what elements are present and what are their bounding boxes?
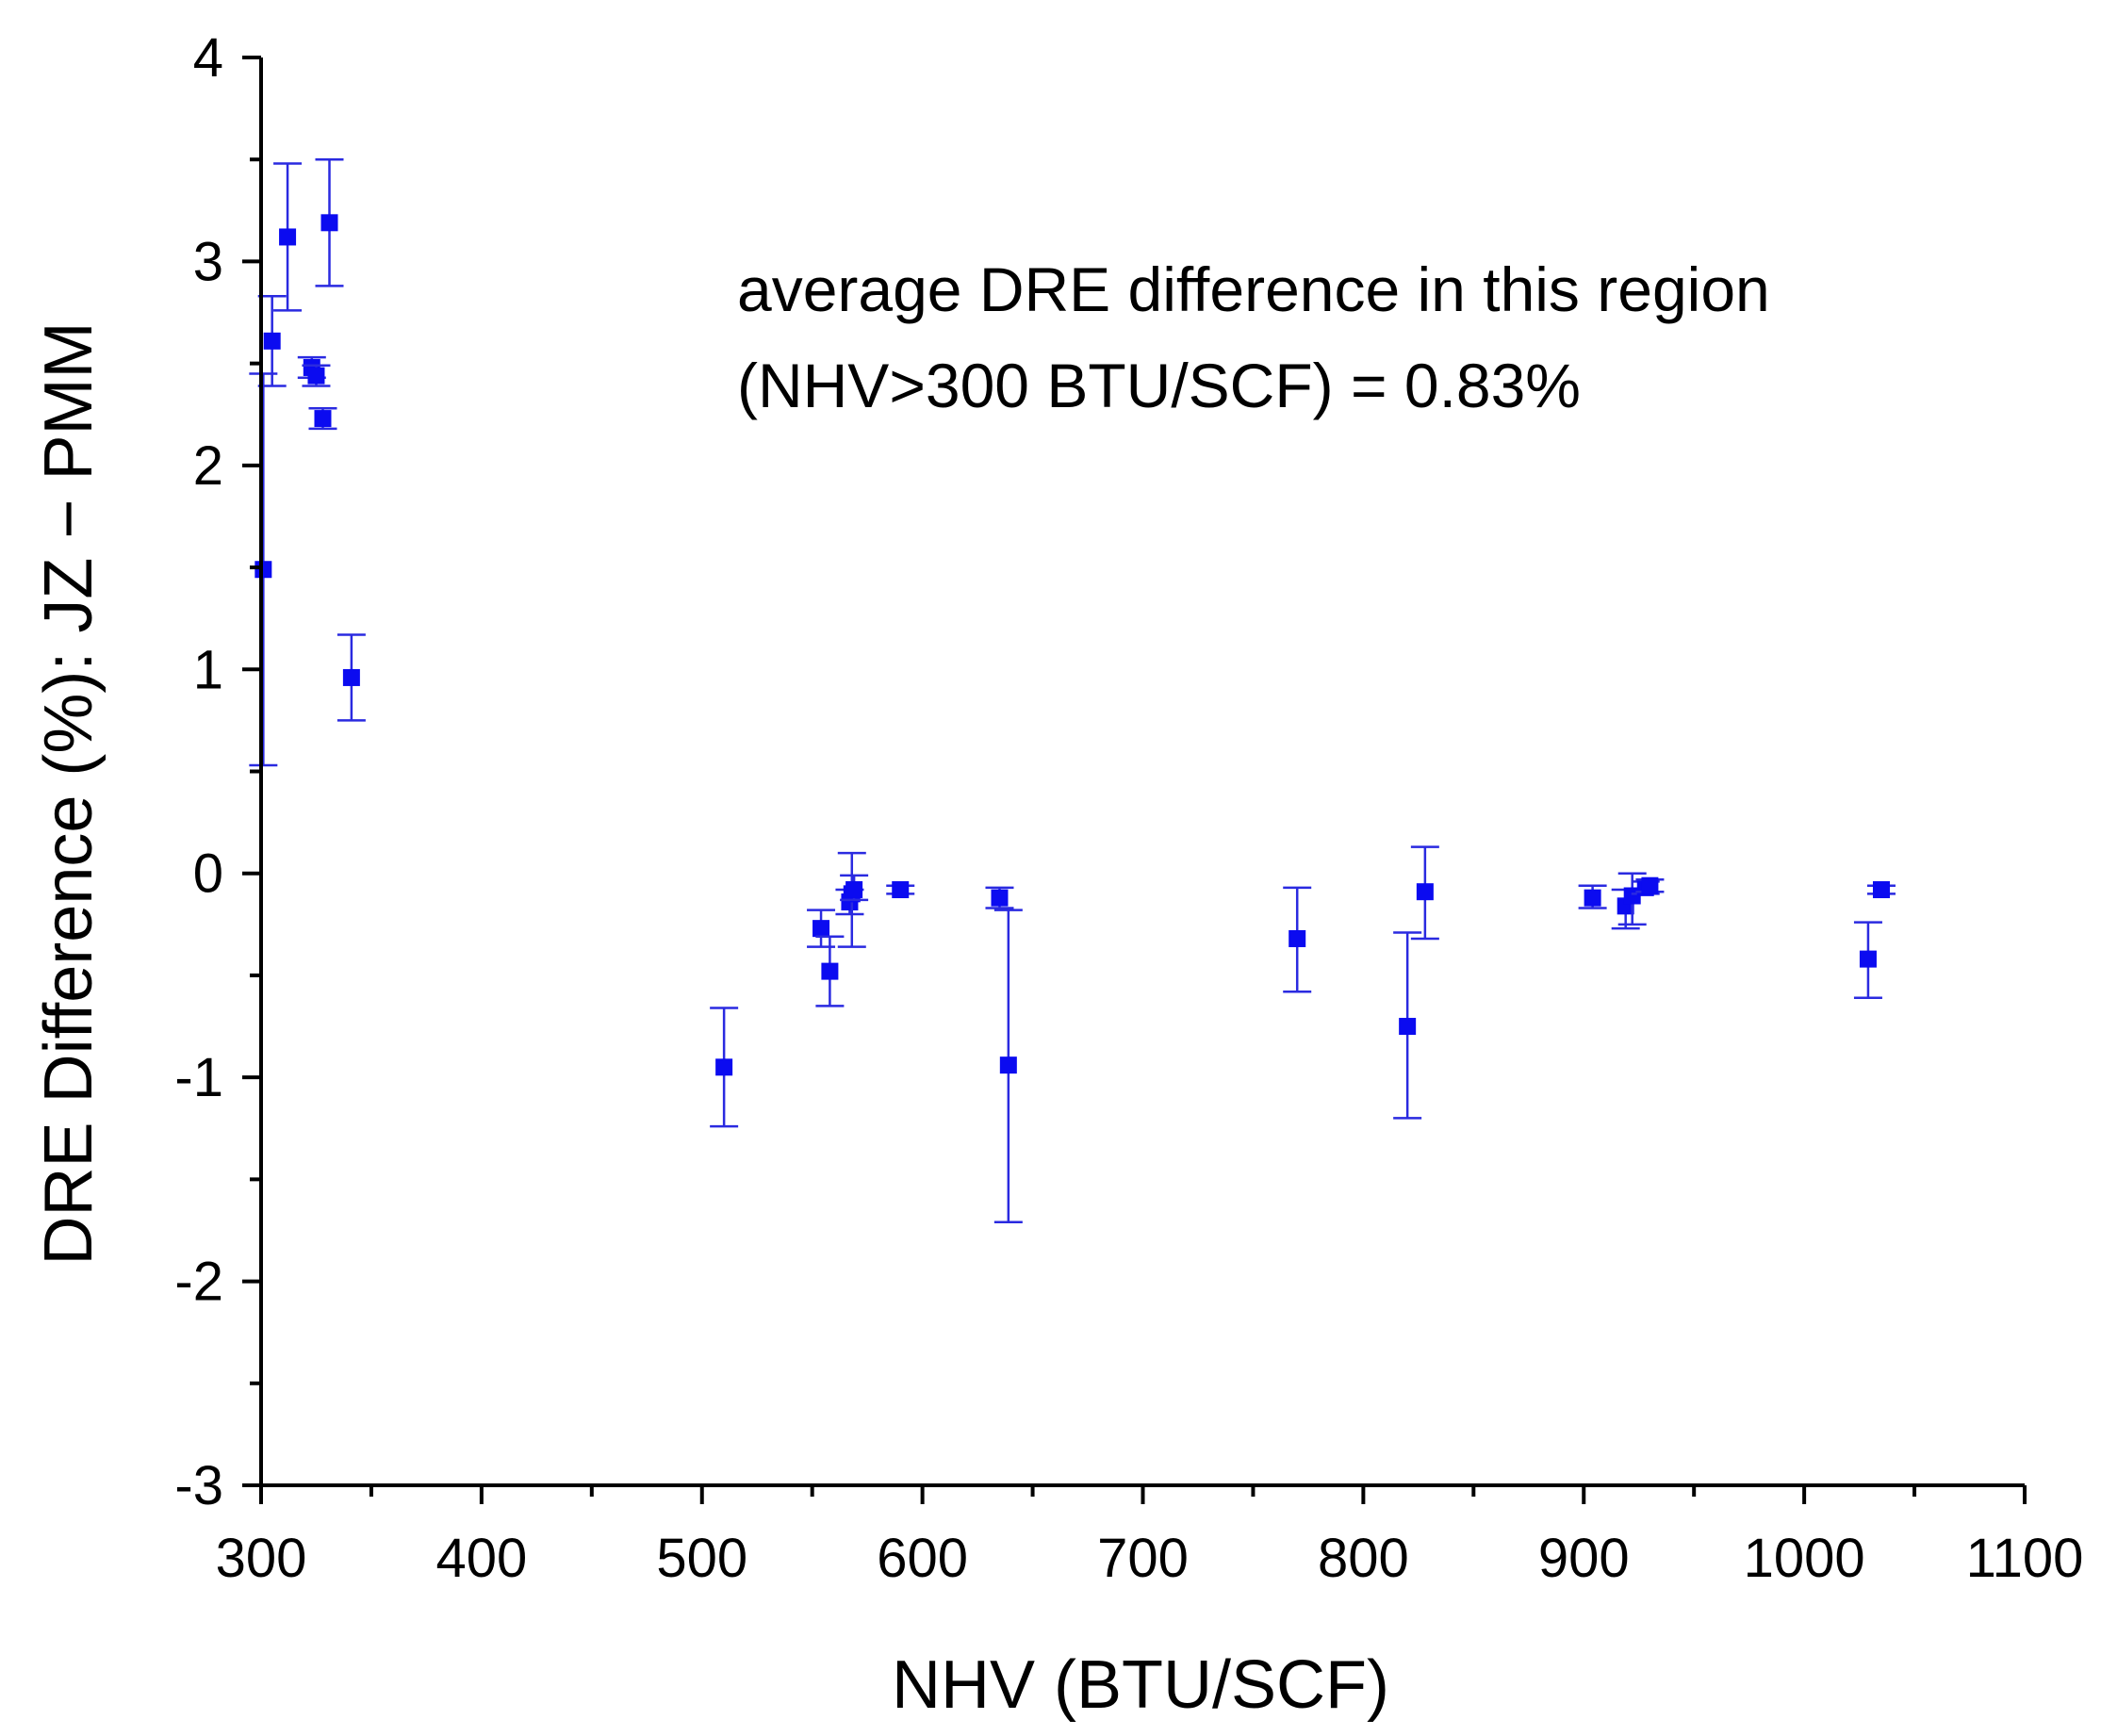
marker-square	[892, 881, 910, 899]
data-point-5	[308, 407, 337, 431]
y-tick-label-0: 0	[193, 843, 223, 905]
x-tick-label-900: 900	[1538, 1528, 1630, 1589]
data-point-18	[1393, 931, 1422, 1120]
marker-square	[1584, 889, 1601, 907]
data-point-19	[1410, 845, 1439, 941]
marker-square	[821, 962, 839, 980]
y-axis-title: DRE Difference (%): JZ − PMM	[31, 322, 107, 1266]
x-tick-label-700: 700	[1097, 1528, 1189, 1589]
marker-square	[307, 367, 325, 385]
y-tick-label-2: 2	[193, 435, 223, 497]
data-point-1	[257, 294, 287, 387]
data-point-2	[273, 162, 303, 312]
data-point-8	[710, 1007, 739, 1128]
marker-square	[715, 1058, 733, 1076]
marker-square	[279, 228, 297, 246]
data-point-4	[302, 364, 331, 387]
data-point-0	[249, 372, 278, 767]
marker-square	[320, 214, 338, 232]
x-tick-label-600: 600	[877, 1528, 968, 1589]
data-point-13	[840, 874, 869, 902]
data-point-10	[815, 935, 845, 1007]
marker-square	[1289, 929, 1306, 947]
x-tick-label-400: 400	[435, 1528, 527, 1589]
x-tick-label-1100: 1100	[1966, 1528, 2084, 1589]
marker-square	[999, 1056, 1017, 1074]
data-point-26	[1866, 881, 1896, 899]
data-point-16	[993, 909, 1023, 1224]
data-point-25	[1853, 921, 1882, 999]
marker-square	[991, 889, 1009, 907]
x-axis-title: NHV (BTU/SCF)	[892, 1647, 1389, 1723]
data-point-7	[336, 633, 366, 722]
y-tick-label--1: -1	[174, 1047, 223, 1108]
marker-square	[812, 920, 830, 938]
marker-square	[1872, 881, 1890, 899]
axes: 300 400 500 600 700 800 900 1000 1100 -3 -2 -1 0 1 2 3 4	[174, 27, 2083, 1589]
x-tick-label-300: 300	[216, 1528, 307, 1589]
annotation-line-2: (NHV>300 BTU/SCF) = 0.83%	[737, 351, 1581, 420]
marker-square	[254, 561, 272, 579]
marker-square	[263, 332, 281, 350]
data-point-24	[1635, 876, 1665, 894]
marker-square	[342, 668, 360, 686]
marker-square	[1859, 950, 1877, 968]
x-tick-label-800: 800	[1318, 1528, 1409, 1589]
data-point-15	[985, 886, 1014, 909]
marker-square	[1399, 1018, 1417, 1036]
marker-square	[845, 881, 863, 899]
data-point-17	[1283, 886, 1312, 993]
y-tick-label--3: -3	[174, 1455, 223, 1516]
annotation-line-1: average DRE difference in this region	[737, 254, 1770, 324]
marker-square	[314, 410, 332, 428]
x-tick-label-1000: 1000	[1744, 1528, 1865, 1589]
y-tick-label-4: 4	[193, 27, 223, 89]
marker-square	[1416, 883, 1434, 901]
y-tick-label-3: 3	[193, 231, 223, 292]
data-point-20	[1578, 884, 1607, 909]
plot-area	[249, 157, 1896, 1224]
x-tick-label-500: 500	[656, 1528, 747, 1589]
y-tick-label-1: 1	[193, 639, 223, 700]
y-tick-label--2: -2	[174, 1252, 223, 1313]
marker-square	[1641, 876, 1659, 894]
data-point-6	[315, 157, 344, 287]
data-point-14	[886, 881, 915, 899]
